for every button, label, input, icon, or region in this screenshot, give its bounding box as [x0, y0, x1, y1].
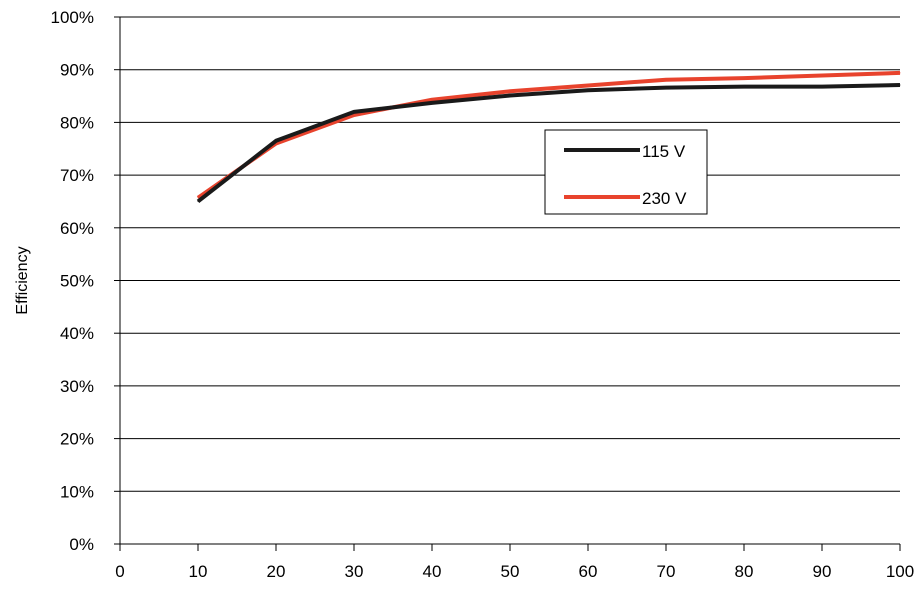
x-tick-label: 40 — [423, 562, 442, 581]
y-tick-label: 90% — [60, 61, 94, 80]
x-tick-labels: 0 10 20 30 40 50 60 70 80 90 100 — [115, 562, 914, 581]
x-tick-label: 80 — [735, 562, 754, 581]
x-tick-label: 0 — [115, 562, 124, 581]
y-tick-labels: 0% 10% 20% 30% 40% 50% 60% 70% 80% 90% 100% — [51, 8, 94, 554]
data-point — [821, 86, 823, 88]
data-point — [743, 86, 745, 88]
y-tick-label: 10% — [60, 482, 94, 501]
data-point — [587, 89, 589, 91]
data-point — [665, 79, 667, 81]
data-series — [196, 70, 901, 203]
data-point — [743, 77, 745, 79]
y-tick-label: 50% — [60, 272, 94, 291]
gridlines — [120, 16, 900, 492]
data-point — [509, 90, 511, 92]
legend-label: 230 V — [642, 189, 687, 208]
x-tick-label: 60 — [579, 562, 598, 581]
data-point — [587, 85, 589, 87]
y-tick-label: 40% — [60, 324, 94, 343]
data-point — [899, 84, 901, 86]
y-tick-label: 60% — [60, 219, 94, 238]
y-tick-label: 80% — [60, 113, 94, 132]
data-point — [197, 200, 199, 202]
x-tick-label: 50 — [501, 562, 520, 581]
data-point — [353, 111, 355, 113]
data-point — [509, 95, 511, 97]
data-point — [899, 72, 901, 74]
x-tick-label: 20 — [267, 562, 286, 581]
x-tick-label: 30 — [345, 562, 364, 581]
legend: 115 V 230 V — [544, 129, 708, 215]
y-tick-label: 20% — [60, 430, 94, 449]
y-tick-label: 70% — [60, 166, 94, 185]
axes — [114, 16, 901, 551]
series-line-230v — [196, 70, 901, 200]
data-point — [275, 140, 277, 142]
data-point — [821, 74, 823, 76]
x-tick-label: 10 — [189, 562, 208, 581]
y-tick-label: 0% — [69, 535, 94, 554]
data-point — [431, 102, 433, 104]
legend-label: 115 V — [642, 142, 686, 161]
data-point — [353, 114, 355, 116]
y-tick-label: 100% — [51, 8, 94, 27]
series-line-115v — [196, 83, 901, 203]
data-point — [665, 87, 667, 89]
data-point — [431, 99, 433, 101]
data-point — [197, 197, 199, 199]
legend-box — [544, 129, 708, 215]
y-axis-title: Efficiency — [14, 246, 31, 314]
y-tick-label: 30% — [60, 377, 94, 396]
x-tick-label: 100 — [886, 562, 914, 581]
x-tick-label: 70 — [657, 562, 676, 581]
x-tick-label: 90 — [813, 562, 832, 581]
